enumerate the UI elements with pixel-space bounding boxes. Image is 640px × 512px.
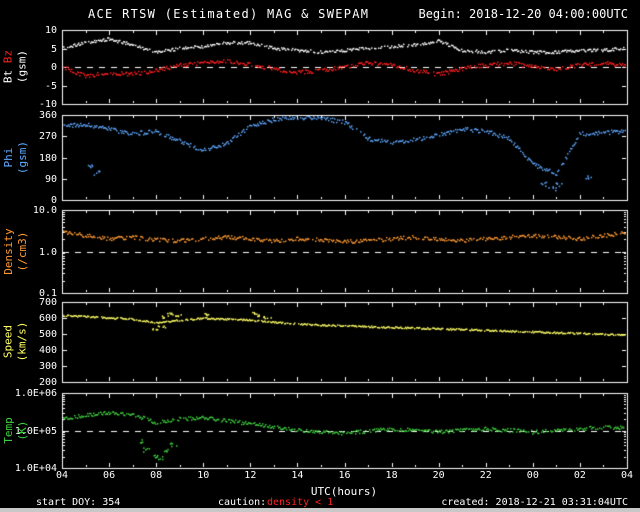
start-doy-label: start DOY: 354 (36, 497, 121, 508)
y-axis-label-part: Temp (1, 416, 15, 444)
y-axis-label-part: Density (1, 227, 15, 275)
x-tick-label: 16 (338, 470, 351, 481)
y-tick-label: 10 (44, 24, 57, 36)
begin-timestamp: Begin: 2018-12-20 04:00:00UTC (418, 7, 628, 21)
y-axis-label: Speed (2, 302, 15, 382)
y-tick-label: 700 (38, 296, 57, 308)
y-tick-label: 1.0E+05 (14, 425, 57, 437)
y-axis-label: Density (2, 210, 15, 293)
x-tick-label: 10 (197, 470, 210, 481)
plot-title: ACE RTSW (Estimated) MAG & SWEPAM (88, 7, 370, 21)
window-edge (0, 508, 640, 512)
x-tick-label: 14 (291, 470, 304, 481)
y-axis-label-part: Phi (1, 147, 15, 167)
x-tick-label: 08 (150, 470, 163, 481)
y-axis-label-part: Speed (1, 324, 15, 359)
y-axis-unit: (gsm) (15, 140, 29, 174)
x-tick-label: 06 (103, 470, 116, 481)
y-axis-label: Phi (2, 115, 15, 200)
y-axis-unit: (/cm3) (15, 231, 29, 271)
x-axis-title: UTC(hours) (310, 485, 378, 498)
x-tick-label: 22 (479, 470, 492, 481)
y-axis-unit: (gsm) (15, 49, 29, 84)
y-tick-label: 0 (50, 194, 57, 206)
y-tick-label: 300 (38, 360, 57, 372)
y-axis-label-part: Bz (1, 49, 15, 64)
y-axis-label: Bt Bz (2, 30, 15, 104)
y-tick-label: 360 (38, 109, 57, 121)
x-tick-label: 20 (432, 470, 445, 481)
y-tick-label: 0.1 (38, 287, 57, 299)
y-axis-label: Temp (2, 393, 15, 468)
x-tick-label: 18 (385, 470, 398, 481)
y-tick-label: 1.0E+06 (14, 387, 57, 399)
y-tick-label: 270 (38, 130, 57, 142)
x-tick-label: 02 (573, 470, 586, 481)
y-tick-label: 180 (38, 152, 57, 164)
y-tick-label: 10.0 (32, 204, 57, 216)
x-tick-label: 12 (244, 470, 257, 481)
y-tick-label: 5 (50, 43, 57, 55)
y-tick-label: -10 (38, 98, 57, 110)
x-tick-label: 04 (55, 470, 69, 481)
caution-label: caution: (218, 497, 267, 508)
y-tick-label: 400 (38, 344, 57, 356)
y-tick-label: 600 (38, 312, 57, 324)
y-tick-label: 500 (38, 328, 57, 340)
y-tick-label: -5 (44, 80, 57, 92)
y-tick-label: 1.0E+04 (14, 462, 57, 474)
y-axis-label-part: Bt (1, 63, 15, 84)
y-tick-label: 1.0 (38, 246, 57, 258)
y-tick-label: 0 (50, 61, 57, 73)
y-axis-unit: (km/s) (15, 321, 29, 362)
caution-value: density < 1 (267, 497, 334, 508)
created-timestamp: created: 2018-12-21 03:31:04UTC (441, 497, 628, 508)
y-tick-label: 200 (38, 376, 57, 388)
y-axis-unit: (K) (15, 420, 29, 440)
x-tick-label: 04 (620, 470, 634, 481)
x-tick-label: 00 (526, 470, 539, 481)
y-tick-label: 90 (44, 173, 57, 185)
